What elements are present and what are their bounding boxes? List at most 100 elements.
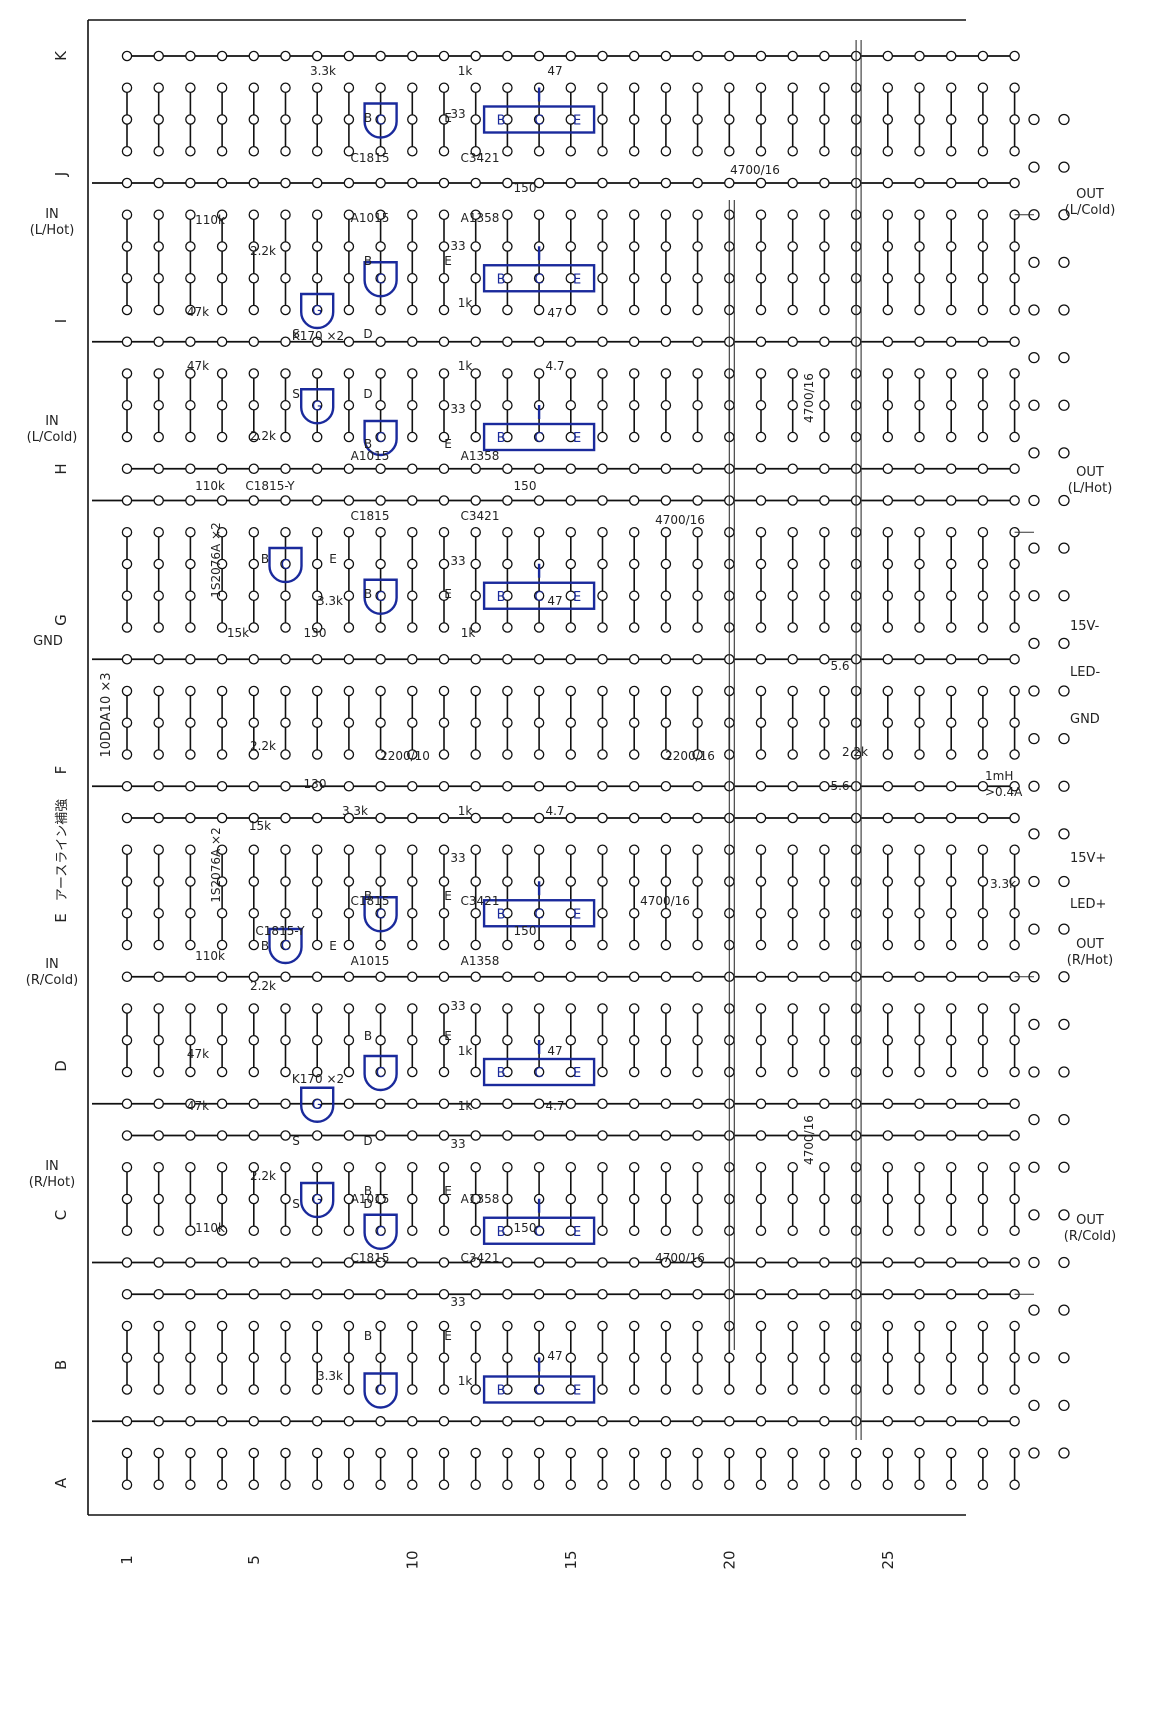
output-label: (L/Hot)	[1068, 481, 1113, 496]
hole	[343, 336, 355, 347]
hole	[945, 1257, 957, 1268]
hole	[819, 1225, 830, 1237]
part-label-r1k: 1k	[458, 64, 473, 78]
hole	[945, 209, 957, 220]
hole	[185, 82, 196, 94]
hole	[977, 50, 989, 62]
hole	[787, 749, 798, 760]
hole	[216, 1035, 228, 1046]
hole	[185, 399, 196, 411]
hole	[660, 1479, 672, 1491]
pin-letter: S	[292, 387, 300, 401]
hole	[311, 1289, 323, 1300]
hole	[375, 272, 386, 284]
hole	[787, 1289, 798, 1300]
part-label-r2_2k: 2.2k	[250, 739, 276, 753]
hole	[502, 82, 513, 94]
hole	[755, 1257, 767, 1268]
hole	[914, 82, 925, 94]
hole	[914, 908, 925, 919]
hole	[628, 1066, 640, 1078]
hole	[470, 241, 481, 252]
hole	[280, 971, 291, 983]
hole	[121, 1035, 133, 1046]
hole	[121, 844, 133, 856]
pin-label: C	[535, 272, 544, 287]
hole	[724, 50, 735, 62]
hole	[565, 1035, 577, 1046]
hole	[280, 1003, 291, 1014]
hole	[945, 463, 957, 474]
hole	[945, 1416, 957, 1427]
hole	[565, 1225, 577, 1237]
hole	[470, 399, 481, 411]
hole	[438, 1003, 450, 1014]
hole	[375, 1384, 386, 1395]
column-label: 25	[879, 1550, 897, 1569]
hole	[248, 431, 260, 443]
hole	[248, 304, 260, 316]
hole	[185, 812, 196, 824]
hole	[660, 527, 672, 538]
fet-package	[300, 1086, 335, 1123]
hole	[153, 1098, 164, 1110]
hole	[216, 622, 228, 633]
hole	[248, 1416, 260, 1427]
hole	[311, 1257, 323, 1268]
hole	[628, 272, 640, 284]
hole	[248, 717, 260, 729]
hole	[121, 939, 133, 951]
hole	[565, 781, 577, 792]
input-label: IN	[45, 1159, 59, 1174]
hole	[819, 1257, 830, 1268]
hole	[121, 1320, 133, 1332]
hole	[755, 431, 767, 443]
pin-letter: E	[444, 254, 452, 268]
hole	[628, 1225, 640, 1237]
loose-pad	[1058, 732, 1070, 745]
hole	[248, 908, 260, 919]
hole	[438, 781, 450, 792]
hole	[311, 304, 323, 316]
hole	[470, 177, 481, 189]
hole	[977, 114, 989, 125]
part-label-r4_7: 4.7	[545, 359, 564, 373]
hole	[787, 209, 798, 220]
loose-pad	[1058, 1113, 1070, 1126]
hole	[692, 1003, 703, 1014]
hole	[502, 50, 513, 62]
hole	[153, 1225, 164, 1237]
hole	[882, 50, 894, 62]
hole	[565, 1257, 577, 1268]
hole	[882, 527, 894, 538]
hole	[185, 1479, 196, 1491]
hole	[977, 336, 989, 347]
hole	[533, 844, 545, 856]
hole	[311, 939, 323, 951]
hole	[343, 1003, 355, 1014]
hole	[343, 844, 355, 856]
hole	[343, 908, 355, 919]
hole	[280, 336, 291, 347]
power-transistor-package	[482, 1375, 596, 1404]
hole	[470, 781, 481, 792]
hole	[787, 685, 798, 697]
hole	[660, 876, 672, 887]
hole	[755, 209, 767, 220]
part-label-r1k: 1k	[458, 296, 473, 310]
hole	[438, 876, 450, 887]
part-label-r130: 130	[304, 626, 327, 640]
hole	[248, 781, 260, 792]
hole	[121, 304, 133, 316]
hole	[819, 812, 830, 824]
hole	[755, 939, 767, 951]
hole	[787, 812, 798, 824]
hole	[660, 1162, 672, 1173]
pin-letter: D	[363, 387, 372, 401]
hole	[628, 749, 640, 760]
hole	[153, 939, 164, 951]
hole	[248, 939, 260, 951]
hole	[565, 1003, 577, 1014]
hole	[185, 844, 196, 856]
hole	[882, 812, 894, 824]
